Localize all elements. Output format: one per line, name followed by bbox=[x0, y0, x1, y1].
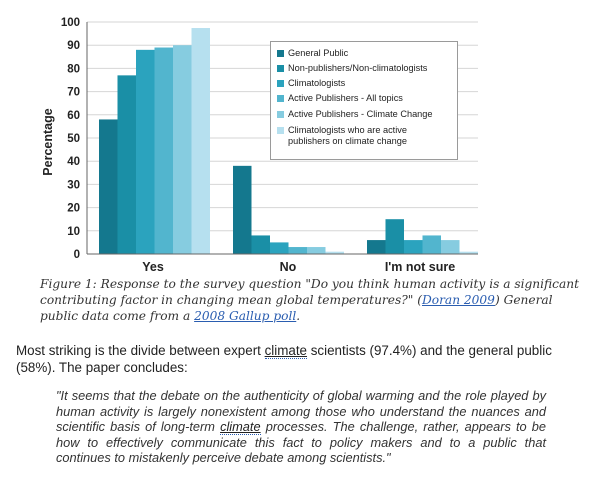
caption-text: Figure 1: Response to the survey questio… bbox=[40, 277, 580, 307]
legend-label: Active Publishers - Climate Change bbox=[288, 109, 433, 119]
y-tick-label: 90 bbox=[67, 40, 80, 52]
legend-item: General Public bbox=[277, 48, 448, 59]
bar-i-m-not-sure-series-5 bbox=[441, 240, 460, 254]
bar-no-series-5 bbox=[307, 247, 326, 254]
bar-no-series-3 bbox=[270, 242, 289, 254]
legend-swatch bbox=[277, 65, 284, 72]
y-tick-label: 70 bbox=[67, 87, 80, 99]
bar-i-m-not-sure-series-3 bbox=[404, 240, 423, 254]
legend-item: Climatologists bbox=[277, 78, 448, 89]
legend-label: Climatologists who are active publishers… bbox=[288, 125, 407, 146]
figure-caption: Figure 1: Response to the survey questio… bbox=[40, 276, 592, 324]
body-paragraph: Most striking is the divide between expe… bbox=[16, 342, 592, 376]
legend-item: Active Publishers - All topics bbox=[277, 93, 448, 104]
doran-2009-link[interactable]: Doran 2009 bbox=[422, 293, 495, 307]
legend-swatch bbox=[277, 80, 284, 87]
legend-item: Active Publishers - Climate Change bbox=[277, 109, 448, 120]
legend-label: Non-publishers/Non-climatologists bbox=[288, 63, 428, 73]
quote-text-2: processes. The challenge, rather, appear… bbox=[56, 419, 546, 466]
y-tick-label: 80 bbox=[67, 63, 80, 75]
legend-swatch bbox=[277, 127, 284, 134]
y-tick-label: 60 bbox=[67, 110, 80, 122]
legend-swatch bbox=[277, 111, 284, 118]
x-category-label: No bbox=[280, 260, 297, 274]
x-category-label: Yes bbox=[142, 260, 164, 274]
y-tick-label: 40 bbox=[67, 156, 80, 168]
quote-text-1: "It seems that the debate on the authent… bbox=[56, 388, 546, 435]
bar-yes-series-1 bbox=[99, 119, 118, 254]
legend-label: Active Publishers - All topics bbox=[288, 93, 403, 103]
bar-no-series-2 bbox=[251, 235, 270, 254]
y-tick-label: 30 bbox=[67, 179, 80, 191]
legend-swatch bbox=[277, 50, 284, 57]
blockquote: "It seems that the debate on the authent… bbox=[56, 388, 546, 466]
bar-no-series-6 bbox=[325, 251, 344, 254]
bar-i-m-not-sure-series-6 bbox=[459, 251, 478, 254]
y-tick-label: 20 bbox=[67, 203, 80, 215]
legend-label: General Public bbox=[288, 48, 349, 58]
bar-yes-series-6 bbox=[191, 28, 210, 255]
bar-i-m-not-sure-series-2 bbox=[385, 219, 404, 254]
legend-item: Climatologists who are active publishers… bbox=[277, 125, 448, 146]
bar-no-series-1 bbox=[233, 165, 252, 254]
bar-yes-series-2 bbox=[117, 75, 136, 254]
y-tick-label: 0 bbox=[74, 249, 80, 261]
gallup-poll-link[interactable]: 2008 Gallup poll bbox=[194, 309, 297, 323]
bar-i-m-not-sure-series-1 bbox=[367, 240, 386, 254]
y-axis-label: Percentage bbox=[41, 108, 55, 175]
bar-yes-series-5 bbox=[173, 45, 192, 255]
axes: 0 10 20 30 40 50 60 70 80 90 100 Yes No I'm not sure bbox=[61, 17, 478, 274]
y-tick-label: 10 bbox=[67, 226, 80, 238]
body-text-2: scientists (97.4%) and the general publi… bbox=[16, 343, 552, 375]
body-text-1: Most striking is the divide between expe… bbox=[16, 343, 265, 358]
legend-swatch bbox=[277, 95, 284, 102]
y-tick-label: 50 bbox=[67, 133, 80, 145]
bar-no-series-4 bbox=[288, 247, 307, 254]
x-category-label: I'm not sure bbox=[385, 260, 455, 274]
bar-i-m-not-sure-series-4 bbox=[422, 235, 441, 254]
bar-yes-series-3 bbox=[136, 49, 155, 255]
climate-link[interactable]: climate bbox=[264, 343, 308, 359]
caption-suffix: . bbox=[296, 309, 301, 323]
caption-text-2: ) General public data come from a bbox=[40, 293, 553, 323]
bars bbox=[99, 28, 478, 255]
chart-legend: General Public Non-publishers/Non-climato… bbox=[270, 41, 458, 160]
legend-label: Climatologists bbox=[288, 78, 346, 88]
quote-climate-link[interactable]: climate bbox=[220, 419, 261, 436]
bar-yes-series-4 bbox=[154, 47, 173, 254]
legend-item: Non-publishers/Non-climatologists bbox=[277, 63, 448, 74]
y-tick-label: 100 bbox=[61, 17, 80, 29]
